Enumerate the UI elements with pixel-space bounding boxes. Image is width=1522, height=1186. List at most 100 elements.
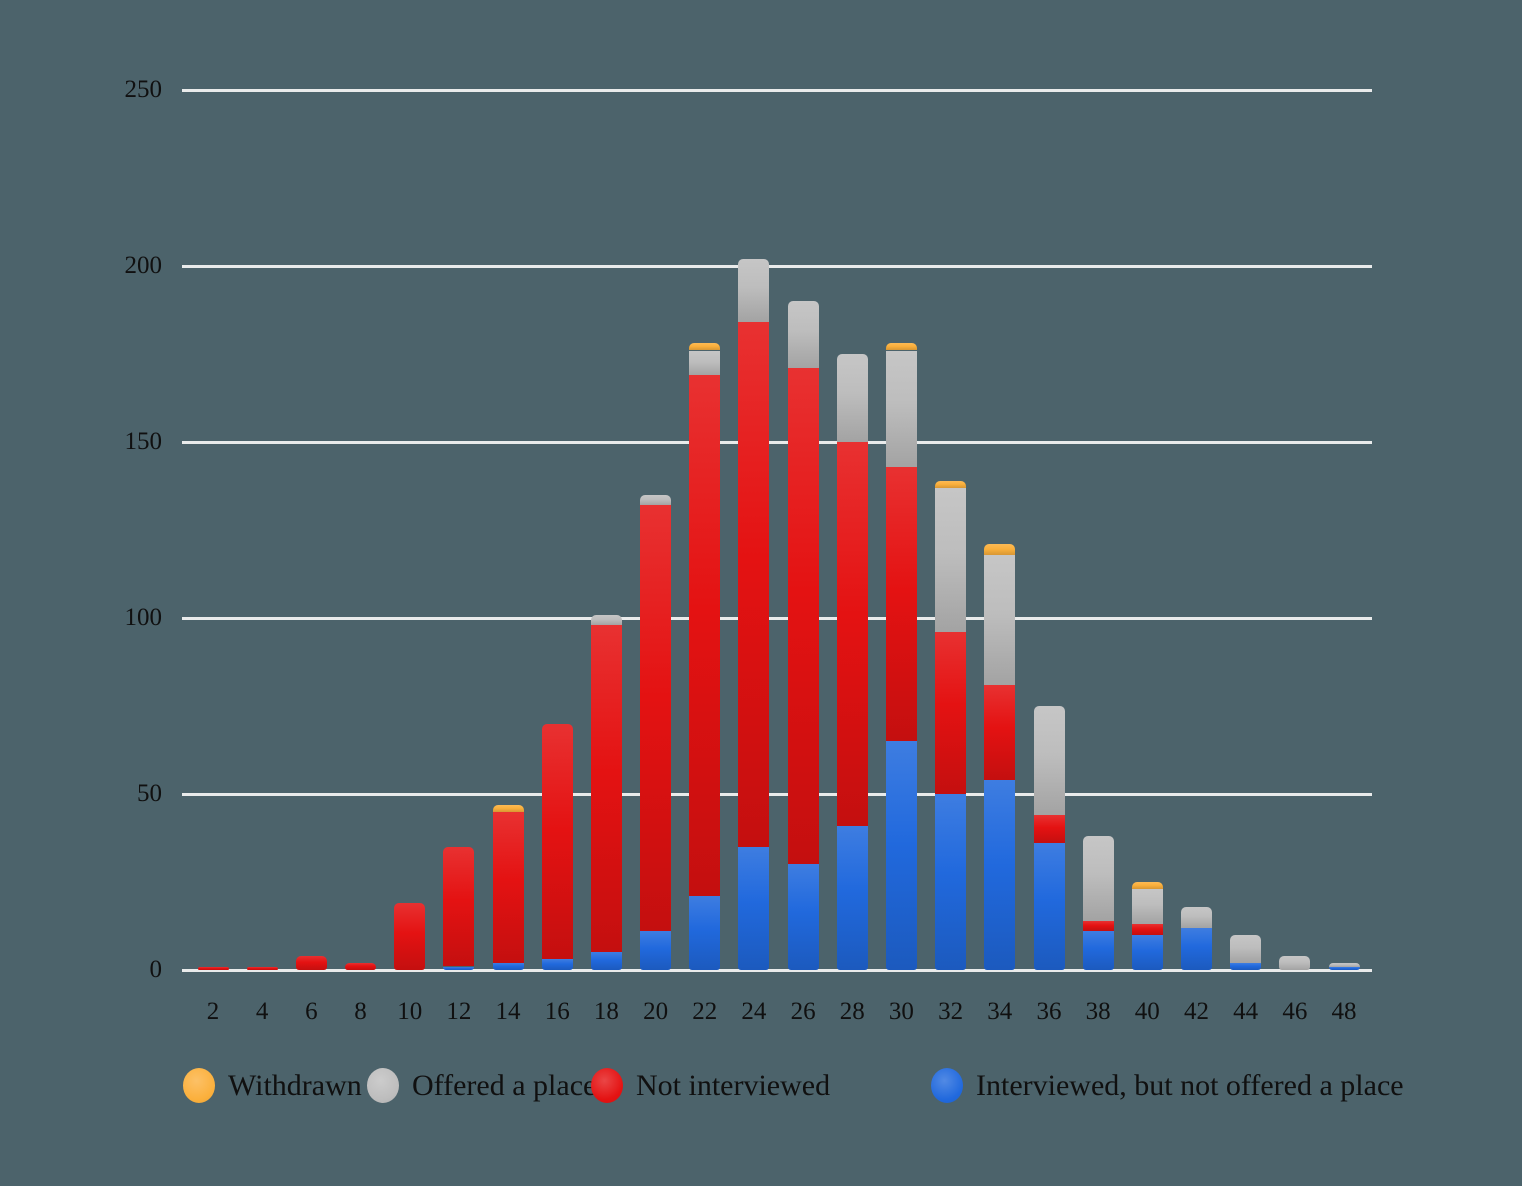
bar-18-segment-interviewed-but-not-offered-a-place xyxy=(590,952,622,970)
bar-46-segment-offered-a-place xyxy=(1279,955,1311,970)
bar-28-segment-interviewed-but-not-offered-a-place xyxy=(836,825,868,970)
bar-34-segment-not-interviewed xyxy=(984,684,1016,780)
y-axis-tick-label: 100 xyxy=(124,604,163,631)
bar-2-segment-not-interviewed xyxy=(197,966,229,970)
bar-24-segment-not-interviewed xyxy=(738,322,770,847)
x-axis-tick-label: 40 xyxy=(1134,998,1160,1025)
bar-24-segment-offered-a-place xyxy=(738,259,770,323)
bar-22-segment-withdrawn xyxy=(689,343,721,351)
x-axis-tick-label: 28 xyxy=(839,998,865,1025)
x-axis-tick-label: 48 xyxy=(1331,998,1357,1025)
bar-30-segment-offered-a-place xyxy=(885,350,917,467)
x-axis-tick-label: 38 xyxy=(1085,998,1111,1025)
bar-20-segment-offered-a-place xyxy=(640,494,672,506)
bar-30-segment-not-interviewed xyxy=(885,466,917,742)
bar-44-segment-interviewed-but-not-offered-a-place xyxy=(1230,963,1262,970)
bar-28-segment-offered-a-place xyxy=(836,354,868,442)
bar-32-segment-interviewed-but-not-offered-a-place xyxy=(935,794,967,970)
bar-30-segment-withdrawn xyxy=(885,343,917,351)
legend-label: Withdrawn xyxy=(228,1069,362,1102)
interviewed-not-offered-swatch-icon xyxy=(931,1068,963,1103)
y-axis-tick-label: 0 xyxy=(149,956,163,983)
x-axis-tick-label: 14 xyxy=(495,998,521,1025)
bar-20-segment-not-interviewed xyxy=(640,505,672,932)
bar-12-segment-interviewed-but-not-offered-a-place xyxy=(443,966,475,970)
x-axis-tick-label: 22 xyxy=(692,998,718,1025)
bar-22-segment-interviewed-but-not-offered-a-place xyxy=(689,896,721,970)
x-axis-tick-label: 24 xyxy=(741,998,767,1025)
x-axis-tick-label: 10 xyxy=(397,998,423,1025)
bar-6-segment-not-interviewed xyxy=(295,955,327,970)
x-axis-tick-label: 36 xyxy=(1036,998,1062,1025)
bar-42-segment-interviewed-but-not-offered-a-place xyxy=(1181,927,1212,970)
bar-10-segment-not-interviewed xyxy=(394,903,426,970)
x-axis-tick-label: 8 xyxy=(354,998,367,1025)
x-axis-tick-label: 20 xyxy=(643,998,669,1025)
gridline-y-200 xyxy=(182,264,1372,268)
bar-18-segment-offered-a-place xyxy=(590,614,622,626)
bar-32-segment-not-interviewed xyxy=(935,632,967,794)
x-axis-tick-label: 44 xyxy=(1233,998,1259,1025)
bar-38-segment-not-interviewed xyxy=(1082,920,1114,932)
bar-36-segment-not-interviewed xyxy=(1033,815,1065,844)
y-axis-tick-label: 50 xyxy=(137,780,162,807)
bar-44-segment-offered-a-place xyxy=(1230,934,1262,963)
legend-item-interviewed-not-offered: Interviewed, but not offered a place xyxy=(931,1068,1404,1103)
withdrawn-swatch-icon xyxy=(183,1068,215,1103)
bar-16-segment-interviewed-but-not-offered-a-place xyxy=(541,959,573,970)
bar-26-segment-not-interviewed xyxy=(787,368,819,865)
bar-34-segment-withdrawn xyxy=(984,544,1016,555)
x-axis-tick-label: 2 xyxy=(206,998,220,1025)
x-axis-tick-label: 42 xyxy=(1183,998,1209,1025)
x-axis-tick-label: 16 xyxy=(544,998,570,1025)
bar-24-segment-interviewed-but-not-offered-a-place xyxy=(738,846,770,970)
bar-40-segment-interviewed-but-not-offered-a-place xyxy=(1131,934,1163,970)
bar-22-segment-offered-a-place xyxy=(689,350,721,376)
legend-item-withdrawn: Withdrawn xyxy=(183,1068,362,1103)
x-axis-tick-label: 18 xyxy=(593,998,619,1025)
legend-item-not-interviewed: Not interviewed xyxy=(591,1068,830,1103)
legend-label: Interviewed, but not offered a place xyxy=(976,1069,1404,1102)
bar-26-segment-offered-a-place xyxy=(787,301,819,369)
bar-32-segment-offered-a-place xyxy=(935,487,967,633)
bar-48-segment-interviewed-but-not-offered-a-place xyxy=(1328,966,1360,970)
gridline-y-0 xyxy=(182,968,1372,972)
gridline-y-250 xyxy=(182,88,1372,92)
x-axis-tick-label: 46 xyxy=(1282,998,1308,1025)
bar-34-segment-offered-a-place xyxy=(984,554,1016,685)
bar-28-segment-not-interviewed xyxy=(836,442,868,826)
x-axis-tick-label: 6 xyxy=(305,998,318,1025)
bar-14-segment-withdrawn xyxy=(492,804,524,812)
legend-item-offered-a-place: Offered a place xyxy=(367,1068,596,1103)
bar-40-segment-offered-a-place xyxy=(1131,889,1163,925)
bar-20-segment-interviewed-but-not-offered-a-place xyxy=(640,931,672,970)
bar-36-segment-offered-a-place xyxy=(1033,706,1065,816)
gridline-y-150 xyxy=(182,440,1372,444)
bar-32-segment-withdrawn xyxy=(935,480,967,488)
not-interviewed-swatch-icon xyxy=(591,1068,623,1103)
bar-34-segment-interviewed-but-not-offered-a-place xyxy=(984,779,1016,970)
bar-26-segment-interviewed-but-not-offered-a-place xyxy=(787,864,819,970)
x-axis-tick-label: 4 xyxy=(255,998,269,1025)
y-axis-tick-label: 250 xyxy=(124,76,163,103)
x-axis-tick-label: 12 xyxy=(446,998,472,1025)
bar-40-segment-withdrawn xyxy=(1131,882,1163,889)
y-axis-tick-label: 150 xyxy=(124,428,163,455)
gridline-y-50 xyxy=(182,792,1372,796)
bar-18-segment-not-interviewed xyxy=(590,625,622,953)
bar-16-segment-not-interviewed xyxy=(541,723,573,960)
bar-4-segment-not-interviewed xyxy=(246,966,278,970)
x-axis-tick-label: 34 xyxy=(987,998,1013,1025)
bar-8-segment-not-interviewed xyxy=(345,963,376,970)
legend-label: Offered a place xyxy=(412,1069,597,1102)
bar-38-segment-offered-a-place xyxy=(1082,836,1114,921)
legend-label: Not interviewed xyxy=(636,1069,831,1102)
bar-14-segment-not-interviewed xyxy=(492,811,524,963)
x-axis-tick-label: 30 xyxy=(888,998,914,1025)
bar-30-segment-interviewed-but-not-offered-a-place xyxy=(885,741,917,970)
bar-12-segment-not-interviewed xyxy=(443,846,475,967)
bar-40-segment-not-interviewed xyxy=(1131,924,1163,935)
bar-48-segment-offered-a-place xyxy=(1328,963,1360,967)
bar-22-segment-not-interviewed xyxy=(689,375,721,897)
